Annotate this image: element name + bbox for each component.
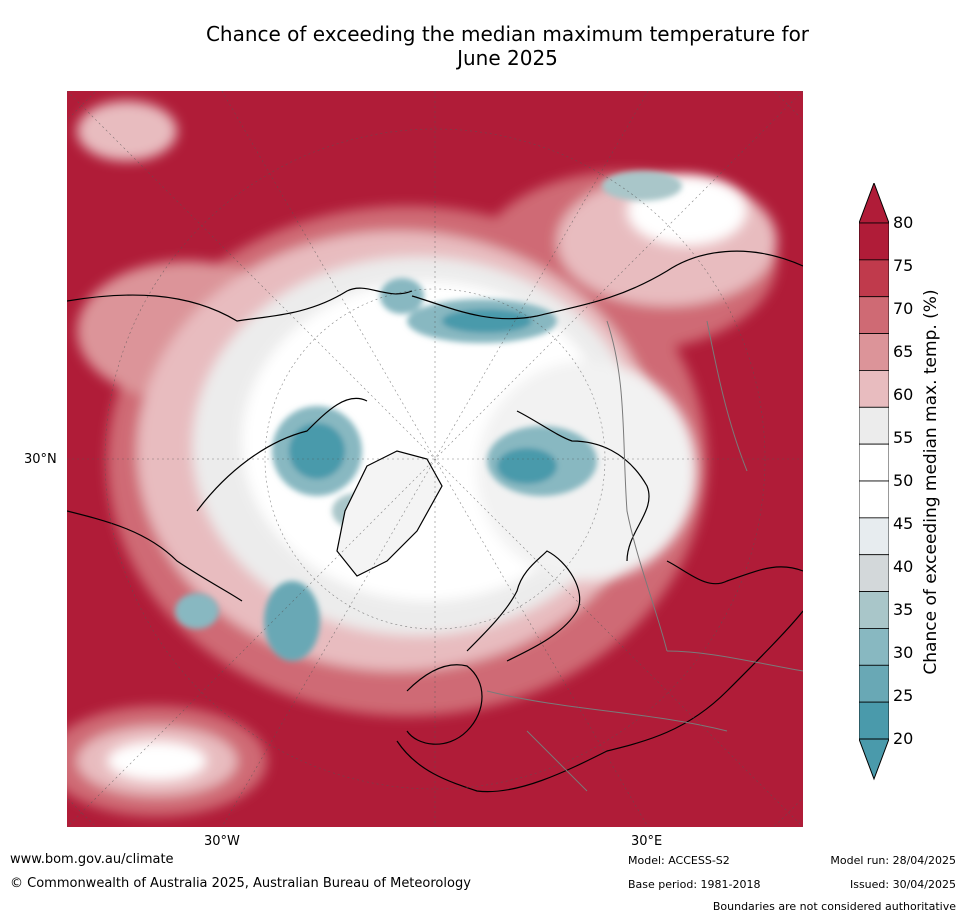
- colorbar-cell: [858, 628, 890, 666]
- colorbar-tick-label: 65: [893, 342, 914, 361]
- colorbar-cell: [858, 554, 890, 592]
- colorbar-tick-label: 55: [893, 428, 914, 447]
- colorbar-tick-label: 30: [893, 643, 914, 662]
- footer-model-run: Model run: 28/04/2025: [830, 854, 956, 867]
- colorbar-cell: [858, 333, 890, 371]
- colorbar-label: Chance of exceeding median max. temp. (%…: [921, 289, 941, 675]
- below-median-patches: [175, 171, 682, 661]
- colorbar-cells: [858, 222, 890, 740]
- lon-label-30w: 30°W: [204, 834, 240, 849]
- map-svg: [67, 91, 803, 827]
- graticule: [67, 91, 803, 827]
- colorbar-tick-label: 40: [893, 557, 914, 576]
- colorbar-cell: [858, 259, 890, 298]
- colorbar-cell: [858, 222, 890, 261]
- colorbar: [858, 181, 890, 781]
- title-line-2: June 2025: [457, 46, 558, 70]
- colorbar-tick-label: 80: [893, 213, 914, 232]
- lon-label-30e: 30°E: [631, 834, 663, 849]
- colorbar-cell: [858, 443, 890, 482]
- colorbar-cell: [858, 664, 890, 703]
- colorbar-tick-label: 20: [893, 729, 914, 748]
- colorbar-cell: [858, 591, 890, 629]
- chart-title: Chance of exceeding the median maximum t…: [120, 22, 895, 70]
- colorbar-tick-label: 75: [893, 256, 914, 275]
- footer-model: Model: ACCESS-S2: [628, 854, 730, 867]
- footer-website[interactable]: www.bom.gov.au/climate: [10, 852, 174, 867]
- colorbar-svg: [858, 181, 890, 781]
- colorbar-tick-label: 70: [893, 299, 914, 318]
- probability-map[interactable]: [67, 91, 803, 827]
- colorbar-cell: [858, 370, 890, 408]
- colorbar-lower-arrow: [858, 738, 890, 781]
- colorbar-tick-label: 50: [893, 471, 914, 490]
- colorbar-tick-label: 35: [893, 600, 914, 619]
- footer-disclaimer: Boundaries are not considered authoritat…: [712, 900, 956, 913]
- footer-issued: Issued: 30/04/2025: [849, 878, 956, 891]
- colorbar-cell: [858, 296, 890, 334]
- colorbar-cell: [858, 406, 890, 445]
- colorbar-tick-label: 60: [893, 385, 914, 404]
- colorbar-upper-arrow: [858, 181, 890, 224]
- colorbar-tick-label: 45: [893, 514, 914, 533]
- colorbar-tick-label: 25: [893, 686, 914, 705]
- greenland-outline: [336, 450, 443, 577]
- lat-label-30n: 30°N: [24, 452, 57, 467]
- footer-copyright: © Commonwealth of Australia 2025, Austra…: [10, 876, 471, 891]
- footer-base-period: Base period: 1981-2018: [628, 878, 761, 891]
- coastlines: [67, 250, 803, 793]
- title-line-1: Chance of exceeding the median maximum t…: [205, 22, 810, 46]
- country-borders: [486, 320, 803, 792]
- colorbar-cell: [858, 701, 890, 740]
- colorbar-cell: [858, 480, 890, 519]
- colorbar-cell: [858, 517, 890, 556]
